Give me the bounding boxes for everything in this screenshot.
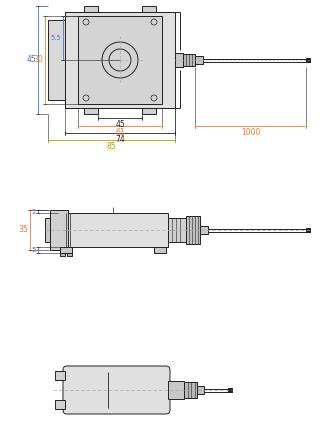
- Text: 45: 45: [115, 120, 125, 129]
- Text: 85: 85: [107, 142, 116, 151]
- Bar: [186, 216, 200, 244]
- Bar: [200, 226, 208, 234]
- Bar: [175, 53, 183, 67]
- Bar: [168, 218, 186, 242]
- Text: 2: 2: [32, 209, 36, 214]
- Bar: [142, 6, 156, 12]
- Bar: [60, 247, 72, 253]
- Bar: [154, 247, 166, 253]
- FancyBboxPatch shape: [63, 366, 170, 414]
- Bar: [195, 56, 203, 64]
- Bar: [168, 381, 184, 399]
- Text: 35: 35: [18, 226, 28, 235]
- Bar: [65, 12, 175, 108]
- Bar: [50, 210, 68, 250]
- Bar: [58, 213, 168, 247]
- Bar: [306, 228, 310, 232]
- Text: 1000: 1000: [241, 128, 260, 137]
- Bar: [84, 108, 98, 114]
- Bar: [197, 386, 204, 394]
- Text: 30: 30: [33, 55, 43, 65]
- Bar: [60, 253, 65, 256]
- Bar: [142, 108, 156, 114]
- Bar: [183, 54, 195, 66]
- Bar: [45, 218, 50, 242]
- Text: 74: 74: [115, 135, 125, 144]
- Bar: [55, 400, 65, 409]
- Bar: [55, 371, 65, 380]
- Text: 5: 5: [32, 247, 36, 253]
- Bar: [84, 6, 98, 12]
- Text: 61: 61: [115, 128, 125, 137]
- Text: 45: 45: [26, 55, 36, 65]
- Bar: [78, 16, 162, 104]
- Bar: [184, 382, 197, 398]
- Bar: [67, 253, 72, 256]
- Bar: [48, 20, 65, 100]
- Bar: [228, 388, 232, 392]
- Bar: [306, 58, 310, 62]
- Text: 5.5: 5.5: [50, 35, 61, 41]
